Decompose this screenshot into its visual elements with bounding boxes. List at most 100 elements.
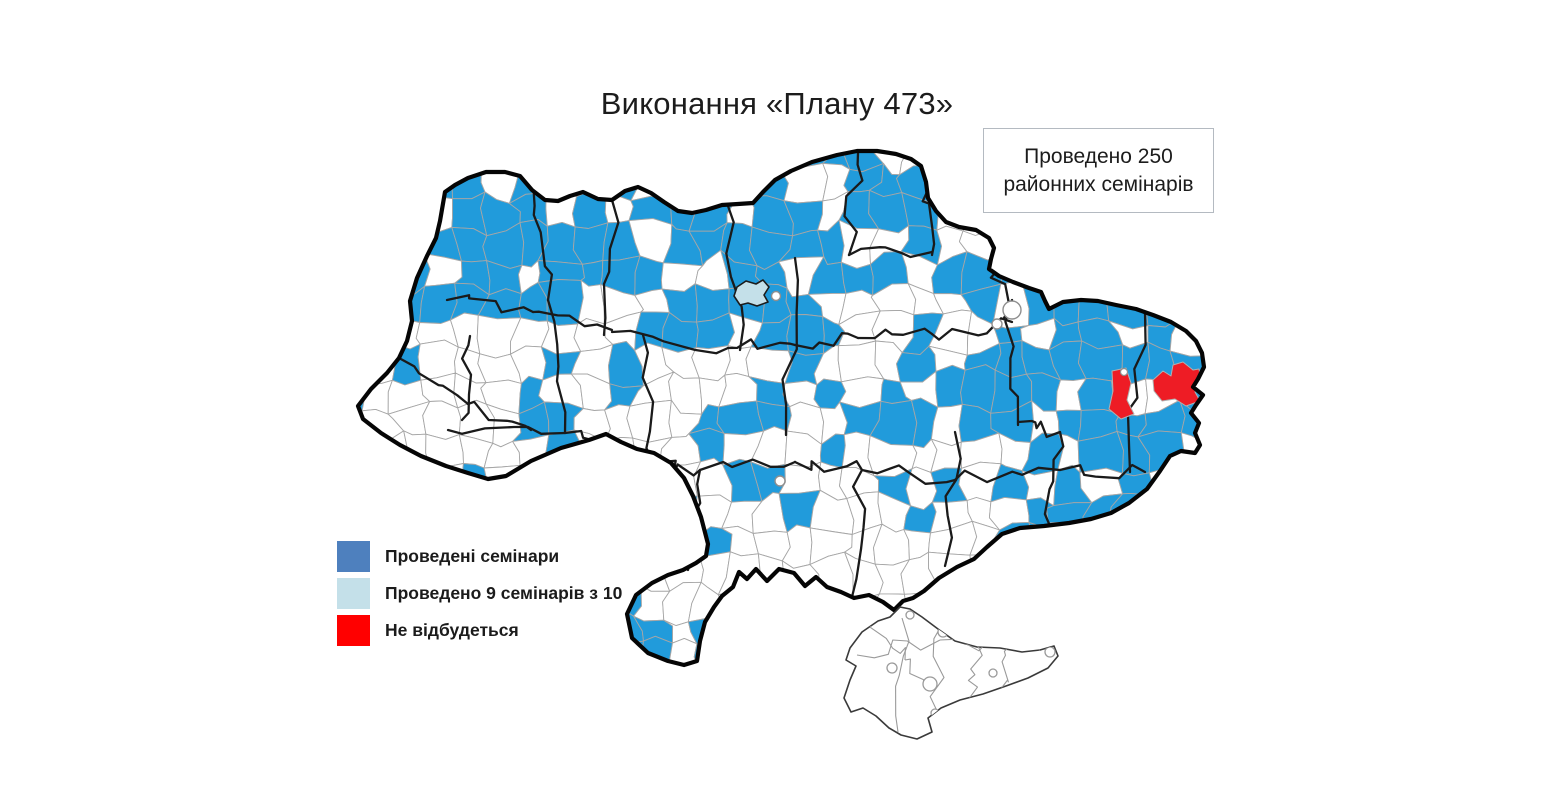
district-cell [1021,579,1057,618]
district-cell [359,254,399,294]
district-cell [597,640,644,665]
district-cell [1174,502,1200,532]
district-cell [362,162,405,204]
district-cell [454,642,493,665]
district-cell [395,162,434,197]
district-cell [790,592,820,621]
district-cell [366,640,402,665]
district-cell [1054,250,1088,289]
district-cell [358,222,404,262]
district-cell [541,641,577,665]
district-cell [1167,220,1204,254]
oblast-border [1016,419,1062,439]
district-cell [542,462,584,502]
district-cell [358,168,372,205]
oblast-border [397,356,470,406]
district-cell [1148,469,1184,506]
district-cell [1148,591,1180,626]
district-cell [390,223,426,261]
district-cell [1177,639,1204,665]
oblast-border [847,246,934,259]
district-cell [1201,403,1204,444]
oblast-border [860,464,957,485]
district-cell [424,494,463,536]
oblast-border [1004,298,1020,427]
annotation-text: Проведено 250 районних семінарів [1003,144,1194,196]
district-cell [1147,616,1183,656]
district-cell [1050,580,1084,623]
crimea-peninsula [843,606,1059,740]
district-cell [1084,647,1125,665]
district-cell [992,225,1021,261]
district-cell [1171,283,1204,319]
district-cell [1078,579,1125,624]
legend-swatch-cancelled [337,615,370,646]
district-cell [358,463,374,498]
district-cell [508,641,548,665]
district-cell [1202,315,1204,356]
country-outline [355,148,1207,668]
district-cell [1140,251,1177,295]
district-cell [1117,580,1152,626]
oblast-border [781,256,800,437]
district-cell [1200,550,1204,592]
crimea-district-border [895,617,910,733]
district-cell [1080,250,1115,288]
district-cell [487,644,519,665]
oblast-border [793,332,860,350]
district-cell [719,642,756,665]
district-cell [1174,469,1204,506]
district-cell [1172,520,1204,557]
legend-swatch-done [337,541,370,572]
district-cell [358,280,361,325]
district-cell [1199,641,1204,665]
oblast-border [856,327,934,340]
district-cell [544,493,579,527]
district-cell [358,310,403,348]
oblast-border [698,458,797,472]
district-cell [756,585,794,625]
district-cell [1198,518,1204,563]
district-cell [423,151,462,164]
oblast-border [446,425,567,435]
district-cell [630,465,662,505]
district-cell [603,151,643,173]
district-cell [629,494,665,531]
district-cell [747,161,789,202]
legend-label-nine-of-ten: Проведено 9 семінарів з 10 [385,583,623,603]
district-cell [1109,262,1146,295]
district-cell [1203,610,1204,646]
crimea-district-border [869,624,906,661]
city-circle [886,662,898,674]
city-circle [922,676,938,692]
district-cell [778,645,822,665]
district-cell [1051,553,1093,584]
district-cell [689,151,732,178]
district-cell [935,364,966,408]
district-cell [389,151,434,166]
district-cell [568,648,609,665]
district-cell [991,611,1028,654]
district-cell [1081,522,1120,560]
district-cell [1200,439,1204,476]
district-cell [359,194,407,232]
district-cell [599,464,642,505]
district-cell [928,551,973,597]
district-cell [360,338,396,386]
crimea-district-border [999,645,1011,691]
oblast-border [930,317,1014,341]
legend: Проведені семінари Проведено 9 семінарів… [337,541,622,646]
district-cell [489,489,516,532]
oblast-border [445,294,535,314]
district-cell [453,494,493,530]
district-cell [358,640,375,665]
district-cell [1177,613,1204,646]
district-cell [358,200,368,237]
city-circle [770,290,782,302]
district-cell [1198,284,1204,323]
oblast-border [843,151,864,257]
city-circle [1044,646,1056,658]
district-cell [1147,494,1184,534]
legend-label-cancelled: Не відбудеться [385,620,519,640]
